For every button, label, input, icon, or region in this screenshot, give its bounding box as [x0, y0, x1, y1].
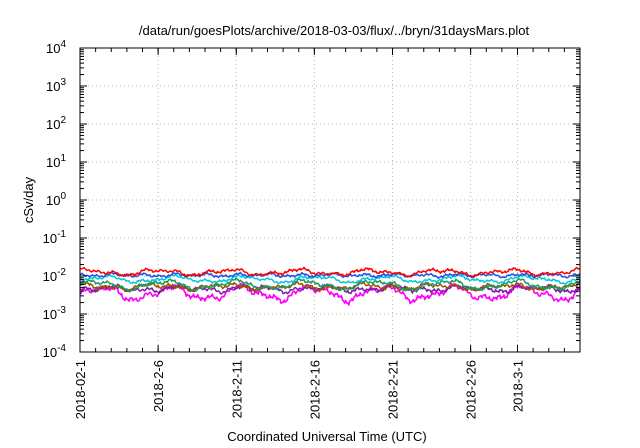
- y-tick-label: 104: [46, 39, 66, 56]
- x-tick-label: 2018-02-1: [73, 360, 88, 419]
- chart-title: /data/run/goesPlots/archive/2018-03-03/f…: [139, 23, 530, 38]
- x-tick-label: 2018-2-21: [386, 360, 401, 419]
- y-tick-label: 102: [46, 115, 66, 132]
- x-tick-labels: 2018-02-1 2018-2-6 2018-2-11 2018-2-16 2018-…: [73, 360, 526, 419]
- grid: [79, 48, 580, 352]
- y-tick-label: 100: [46, 191, 66, 208]
- x-tick-label: 2018-2-26: [464, 360, 479, 419]
- ticks: [79, 47, 581, 353]
- series-line-2: [79, 271, 581, 280]
- y-tick-labels: 104 103 102 101 100 10-1 10-2 10-3 10-4: [43, 39, 67, 360]
- x-tick-label: 2018-2-11: [229, 360, 244, 418]
- y-tick-label: 101: [46, 153, 66, 170]
- series-line-3: [79, 273, 581, 285]
- y-axis-label: cSv/day: [21, 176, 36, 223]
- series-group: [79, 266, 581, 306]
- series-line-7: [80, 282, 581, 306]
- y-tick-label: 10-4: [43, 343, 67, 360]
- y-tick-label: 103: [46, 77, 66, 94]
- series-line-1: [79, 266, 581, 279]
- x-tick-label: 2018-3-1: [511, 360, 526, 412]
- y-tick-label: 10-3: [43, 305, 67, 322]
- y-tick-label: 10-2: [43, 267, 67, 284]
- series-line-4: [79, 277, 581, 293]
- x-axis-label: Coordinated Universal Time (UTC): [227, 429, 426, 444]
- y-tick-label: 10-1: [43, 229, 67, 246]
- x-tick-label: 2018-2-16: [307, 360, 322, 419]
- x-tick-label: 2018-2-6: [151, 360, 166, 412]
